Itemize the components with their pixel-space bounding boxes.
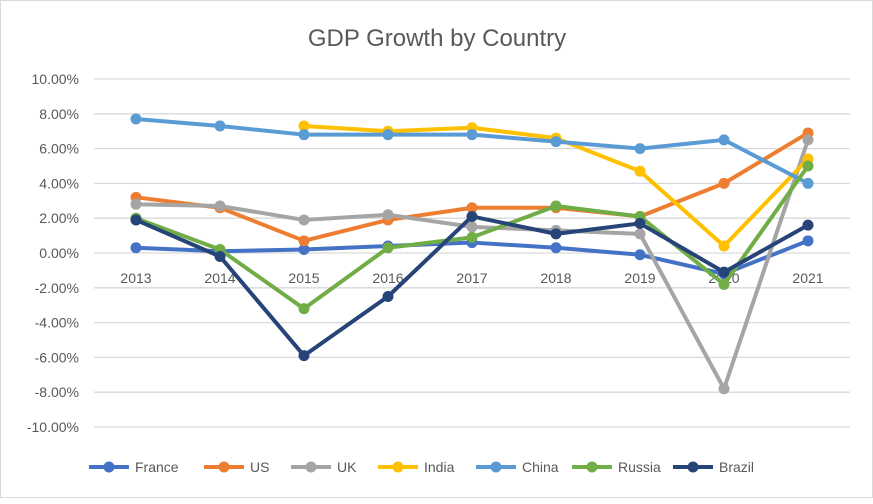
legend-marker: [586, 461, 598, 473]
data-point: [634, 143, 646, 155]
legend-marker: [392, 461, 404, 473]
data-point: [298, 303, 310, 315]
y-tick-label: 10.00%: [32, 71, 79, 87]
data-point: [382, 129, 394, 141]
data-point: [718, 383, 730, 395]
x-tick-label: 2021: [792, 270, 823, 286]
data-point: [130, 214, 142, 226]
data-point: [466, 210, 478, 222]
legend-item-brazil: Brazil: [673, 459, 754, 475]
data-point: [298, 244, 310, 256]
x-tick-label: 2016: [372, 270, 403, 286]
x-tick-label: 2018: [540, 270, 571, 286]
data-point: [550, 136, 562, 148]
data-point: [298, 129, 310, 141]
legend-item-russia: Russia: [572, 459, 661, 475]
legend-item-uk: UK: [291, 459, 357, 475]
data-point: [466, 221, 478, 233]
data-point: [550, 228, 562, 240]
x-tick-label: 2017: [456, 270, 487, 286]
y-tick-label: -10.00%: [27, 419, 79, 435]
legend-item-us: US: [204, 459, 269, 475]
data-point: [298, 235, 310, 247]
data-point: [634, 217, 646, 229]
legend-label: Brazil: [719, 459, 754, 475]
data-point: [214, 120, 226, 132]
legend-marker: [103, 461, 115, 473]
data-point: [802, 219, 814, 231]
data-point: [718, 266, 730, 278]
data-point: [802, 134, 814, 146]
data-point: [634, 165, 646, 177]
data-point: [214, 250, 226, 262]
data-point: [130, 242, 142, 254]
data-point: [718, 278, 730, 290]
data-point: [130, 198, 142, 210]
series-uk: [130, 134, 814, 395]
legend-marker: [490, 461, 502, 473]
data-point: [466, 129, 478, 141]
data-point: [802, 235, 814, 247]
y-tick-label: 8.00%: [39, 106, 79, 122]
legend-item-india: India: [378, 459, 455, 475]
chart-title: GDP Growth by Country: [308, 25, 566, 52]
data-point: [298, 214, 310, 226]
data-point: [718, 240, 730, 252]
data-point: [382, 209, 394, 221]
data-point: [802, 177, 814, 189]
legend-marker: [687, 461, 699, 473]
y-tick-label: -4.00%: [35, 315, 79, 331]
x-tick-label: 2013: [120, 270, 151, 286]
data-point: [298, 120, 310, 132]
y-tick-label: -2.00%: [35, 280, 79, 296]
legend-item-france: France: [89, 459, 179, 475]
data-point: [718, 134, 730, 146]
data-point: [802, 160, 814, 172]
data-point: [718, 177, 730, 189]
x-tick-label: 2014: [204, 270, 235, 286]
y-tick-label: 0.00%: [39, 245, 79, 261]
legend-label: UK: [337, 459, 357, 475]
data-point: [466, 202, 478, 214]
legend-label: China: [522, 459, 559, 475]
data-point: [214, 200, 226, 212]
data-point: [382, 291, 394, 302]
y-tick-label: -8.00%: [35, 384, 79, 400]
y-tick-label: 2.00%: [39, 210, 79, 226]
legend-marker: [218, 461, 230, 473]
legend-label: India: [424, 459, 455, 475]
data-point: [634, 249, 646, 261]
legend-label: Russia: [618, 459, 661, 475]
legend-marker: [305, 461, 317, 473]
legend-label: US: [250, 459, 269, 475]
x-tick-label: 2019: [624, 270, 655, 286]
data-point: [298, 350, 310, 362]
y-tick-label: 4.00%: [39, 175, 79, 191]
y-tick-label: -6.00%: [35, 349, 79, 365]
series-brazil: [130, 210, 814, 362]
data-point: [550, 200, 562, 212]
legend-label: France: [135, 459, 179, 475]
y-tick-label: 6.00%: [39, 141, 79, 157]
data-point: [382, 242, 394, 254]
data-point: [634, 228, 646, 240]
legend-item-china: China: [476, 459, 559, 475]
data-point: [130, 113, 142, 125]
x-tick-label: 2015: [288, 270, 319, 286]
data-point: [550, 242, 562, 254]
series-china: [130, 113, 814, 189]
data-point: [466, 231, 478, 243]
